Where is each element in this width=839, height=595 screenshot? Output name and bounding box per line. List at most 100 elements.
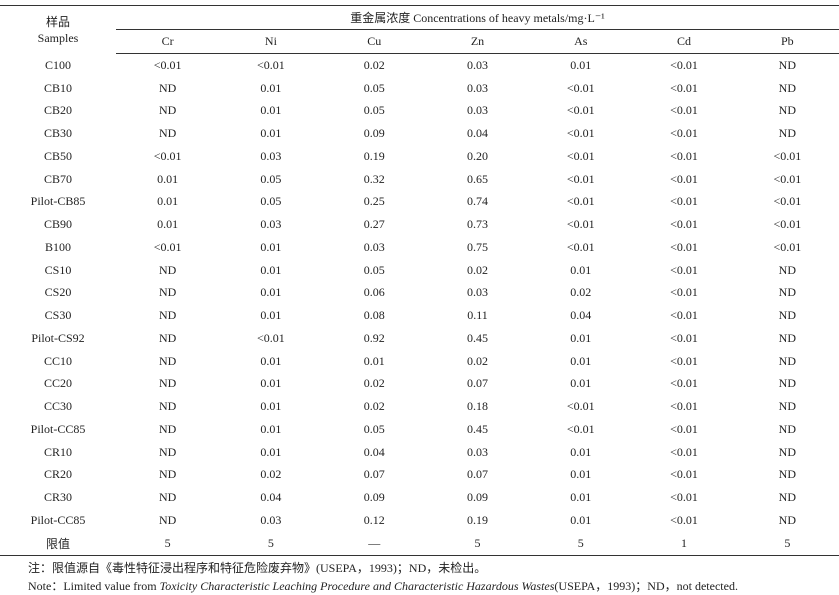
sample-header: 样品 Samples bbox=[0, 5, 116, 54]
value-cell: <0.01 bbox=[670, 421, 698, 436]
value-cell: 0.08 bbox=[363, 308, 385, 323]
value-cell: ND bbox=[158, 376, 177, 391]
value-cell: ND bbox=[158, 262, 177, 277]
value-cell: 0.32 bbox=[363, 171, 385, 186]
value-cell: ND bbox=[778, 353, 797, 368]
column-header: Zn bbox=[425, 29, 530, 54]
value-cell: <0.01 bbox=[773, 194, 802, 209]
value-cell: 0.19 bbox=[466, 512, 488, 527]
value-cell: 0.03 bbox=[466, 103, 488, 118]
value-cell: 0.03 bbox=[363, 239, 385, 254]
value-cell: ND bbox=[778, 512, 797, 527]
value-cell: <0.01 bbox=[773, 217, 802, 232]
value-cell: 0.05 bbox=[363, 262, 385, 277]
column-header: Cu bbox=[322, 29, 426, 54]
value-cell: <0.01 bbox=[670, 467, 698, 482]
value-cell: ND bbox=[778, 57, 797, 72]
value-cell: 0.04 bbox=[466, 126, 488, 141]
value-cell: <0.01 bbox=[670, 126, 698, 141]
value-cell: ND bbox=[778, 421, 797, 436]
value-cell: ND bbox=[778, 103, 797, 118]
value-cell: ND bbox=[158, 467, 177, 482]
value-cell: 0.03 bbox=[260, 217, 282, 232]
value-cell: 0.05 bbox=[363, 421, 385, 436]
value-cell: ND bbox=[158, 308, 177, 323]
value-cell: ND bbox=[158, 421, 177, 436]
table-row: CC20 ND 0.01 0.02 0.07 0.01 <0.01 ND bbox=[0, 373, 839, 396]
column-header-row: Cr Ni Cu Zn As Cd Pb bbox=[0, 29, 839, 54]
table-row: CR30 ND 0.04 0.09 0.09 0.01 <0.01 ND bbox=[0, 486, 839, 509]
value-cell: 0.03 bbox=[466, 285, 488, 300]
value-cell: 0.01 bbox=[260, 262, 282, 277]
value-cell: <0.01 bbox=[670, 103, 698, 118]
value-cell: ND bbox=[778, 80, 797, 95]
value-cell: ND bbox=[158, 126, 177, 141]
value-cell: 0.04 bbox=[363, 444, 385, 459]
sample-cell: CR30 bbox=[43, 490, 72, 505]
value-cell: 0.03 bbox=[260, 512, 282, 527]
value-cell: ND bbox=[158, 399, 177, 414]
value-cell: 0.02 bbox=[570, 285, 592, 300]
sample-cell: Pilot-CB85 bbox=[30, 194, 86, 209]
value-cell: 0.05 bbox=[363, 80, 385, 95]
value-cell: <0.01 bbox=[670, 80, 698, 95]
value-cell: <0.01 bbox=[670, 171, 698, 186]
table-row: CR20 ND 0.02 0.07 0.07 0.01 <0.01 ND bbox=[0, 464, 839, 487]
note-title: Toxicity Characteristic Leaching Procedu… bbox=[159, 579, 555, 593]
table-row: CB50 <0.01 0.03 0.19 0.20 <0.01 <0.01 <0.01 bbox=[0, 145, 839, 168]
value-cell: <0.01 bbox=[670, 239, 698, 254]
value-cell: 0.11 bbox=[467, 308, 488, 323]
value-cell: — bbox=[322, 531, 426, 556]
value-cell: ND bbox=[778, 376, 797, 391]
value-cell: 5 bbox=[219, 531, 323, 556]
value-cell: 0.01 bbox=[260, 308, 282, 323]
value-cell: <0.01 bbox=[773, 239, 802, 254]
value-cell: 0.65 bbox=[466, 171, 488, 186]
sample-cell: CC30 bbox=[43, 399, 72, 414]
value-cell: 0.01 bbox=[570, 353, 592, 368]
value-cell: 0.01 bbox=[260, 285, 282, 300]
value-cell: 0.04 bbox=[260, 490, 282, 505]
value-cell: 0.03 bbox=[466, 80, 488, 95]
table-row: 限值 5 5—5 5 1 5 bbox=[0, 531, 839, 556]
table-row: CB10 ND 0.01 0.05 0.03 <0.01 <0.01 ND bbox=[0, 77, 839, 100]
sample-cell: CB20 bbox=[43, 103, 72, 118]
value-cell: 0.01 bbox=[157, 217, 179, 232]
sample-cell: CB70 bbox=[43, 171, 72, 186]
table-row: CB90 0.01 0.03 0.27 0.73 <0.01 <0.01 <0.01 bbox=[0, 213, 839, 236]
header-cn: 样品 bbox=[45, 14, 70, 29]
value-cell: 0.01 bbox=[260, 421, 282, 436]
value-cell: 0.02 bbox=[260, 467, 282, 482]
value-cell: 5 bbox=[425, 531, 530, 556]
value-cell: 0.07 bbox=[363, 467, 385, 482]
value-cell: 0.18 bbox=[466, 399, 488, 414]
value-cell: <0.01 bbox=[670, 194, 698, 209]
value-cell: 0.01 bbox=[260, 239, 282, 254]
sample-cell: Pilot-CS92 bbox=[31, 330, 85, 345]
sample-cell: Pilot-CC85 bbox=[30, 512, 86, 527]
value-cell: <0.01 bbox=[773, 148, 802, 163]
value-cell: <0.01 bbox=[566, 148, 595, 163]
value-cell: 0.09 bbox=[466, 490, 488, 505]
value-cell: 0.19 bbox=[363, 148, 385, 163]
value-cell: <0.01 bbox=[566, 399, 595, 414]
value-cell: 0.01 bbox=[260, 353, 282, 368]
value-cell: <0.01 bbox=[257, 330, 285, 345]
value-cell: 0.05 bbox=[260, 194, 282, 209]
table-row: CB70 0.01 0.05 0.32 0.65 <0.01 <0.01 <0.01 bbox=[0, 168, 839, 191]
value-cell: <0.01 bbox=[566, 103, 595, 118]
value-cell: <0.01 bbox=[670, 376, 698, 391]
value-cell: 0.01 bbox=[570, 490, 592, 505]
column-header: Pb bbox=[735, 29, 839, 54]
value-cell: 0.12 bbox=[363, 512, 385, 527]
sample-cell: CC20 bbox=[43, 376, 72, 391]
value-cell: ND bbox=[158, 103, 177, 118]
value-cell: 0.02 bbox=[363, 399, 385, 414]
notes: 注：限值源自《毒性特征浸出程序和特征危险废弃物》(USEPA，1993)；ND，… bbox=[28, 559, 738, 595]
value-cell: <0.01 bbox=[670, 490, 698, 505]
value-cell: <0.01 bbox=[670, 399, 698, 414]
value-cell: <0.01 bbox=[670, 512, 698, 527]
value-cell: 5 bbox=[116, 531, 220, 556]
column-header: Cd bbox=[632, 29, 736, 54]
